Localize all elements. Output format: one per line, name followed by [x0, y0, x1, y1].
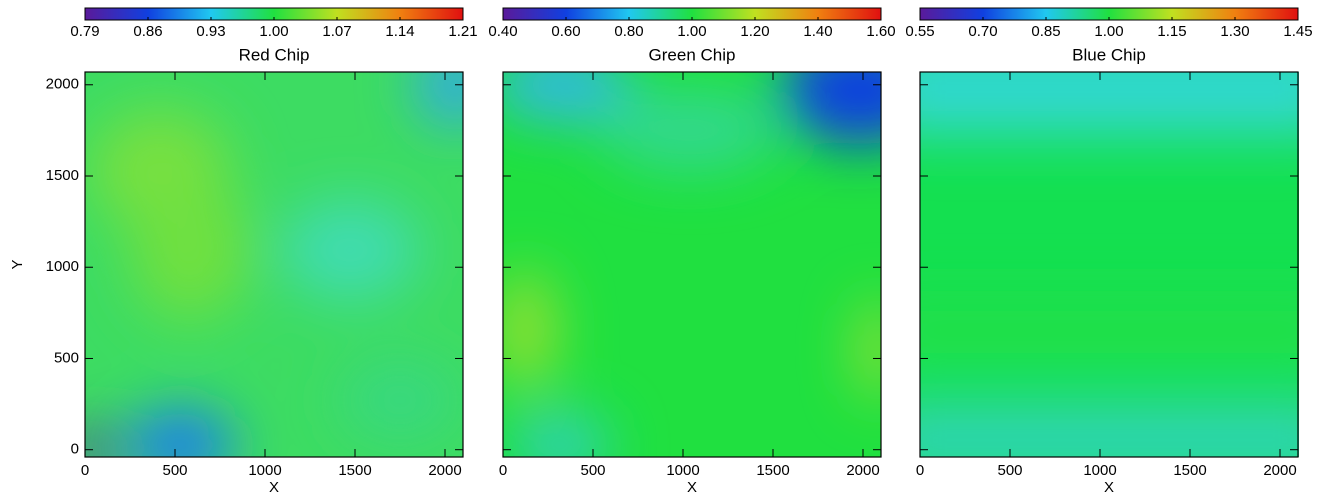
colorbar-tick-label: 0.86 — [133, 23, 162, 40]
y-tick-label: 1500 — [46, 167, 79, 184]
colorbar-tick-label: 1.15 — [1157, 23, 1186, 40]
heatmap-image — [85, 72, 463, 457]
x-tick-label: 1000 — [248, 462, 281, 479]
panel-title: Red Chip — [239, 45, 310, 64]
x-tick-label: 0 — [81, 462, 89, 479]
colorbar-tick-label: 1.60 — [866, 23, 895, 40]
colorbar-tick-label: 0.85 — [1031, 23, 1060, 40]
y-tick-label: 500 — [54, 349, 79, 366]
colorbar-tick-label: 0.79 — [70, 23, 99, 40]
axes-frame — [919, 71, 1299, 458]
colorbar-tick-label: 0.93 — [196, 23, 225, 40]
x-tick-label: 2000 — [428, 462, 461, 479]
axes-frame — [502, 71, 882, 458]
colorbar-tick-label: 1.00 — [1094, 23, 1123, 40]
x-axis-label: X — [687, 479, 697, 496]
colorbar-tick-label: 0.70 — [968, 23, 997, 40]
x-tick-label: 1000 — [1083, 462, 1116, 479]
x-tick-label: 0 — [499, 462, 507, 479]
x-tick-label: 1500 — [338, 462, 371, 479]
y-axis-label: Y — [9, 259, 26, 269]
heatmap-image — [503, 72, 881, 457]
colorbar-tick-label: 0.80 — [614, 23, 643, 40]
x-tick-label: 0 — [916, 462, 924, 479]
x-axis-label: X — [1104, 479, 1114, 496]
colorbar-tick-label: 1.45 — [1283, 23, 1312, 40]
colorbar-tick-label: 1.07 — [322, 23, 351, 40]
x-tick-label: 2000 — [846, 462, 879, 479]
colorbar-tick-label: 1.30 — [1220, 23, 1249, 40]
colorbar-tick-label: 1.00 — [677, 23, 706, 40]
x-tick-label: 500 — [997, 462, 1022, 479]
colorbar-tick-label: 1.20 — [740, 23, 769, 40]
panel-title: Blue Chip — [1072, 45, 1146, 64]
x-tick-label: 2000 — [1263, 462, 1296, 479]
x-tick-label: 500 — [580, 462, 605, 479]
colorbar-tick-label: 1.21 — [448, 23, 477, 40]
x-axis-label: X — [269, 479, 279, 496]
axes-frame — [84, 71, 464, 458]
x-tick-label: 1500 — [756, 462, 789, 479]
x-tick-label: 1000 — [666, 462, 699, 479]
colorbar-tick-label: 0.60 — [551, 23, 580, 40]
colorbar-tick-label: 1.14 — [385, 23, 414, 40]
colorbar-tick-label: 1.00 — [259, 23, 288, 40]
heatmap-image — [920, 72, 1299, 457]
y-tick-label: 0 — [71, 441, 79, 458]
colorbar-tick-label: 0.55 — [905, 23, 934, 40]
x-tick-label: 500 — [162, 462, 187, 479]
y-tick-label: 2000 — [46, 76, 79, 93]
panel-title: Green Chip — [649, 45, 736, 64]
colorbar-tick-label: 0.40 — [488, 23, 517, 40]
y-tick-label: 1000 — [46, 258, 79, 275]
colorbar-tick-label: 1.40 — [803, 23, 832, 40]
x-tick-label: 1500 — [1173, 462, 1206, 479]
